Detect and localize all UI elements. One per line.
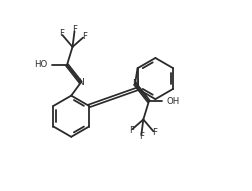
- Text: HO: HO: [34, 61, 47, 70]
- Text: F: F: [128, 125, 133, 134]
- Text: F: F: [58, 29, 64, 38]
- Text: N: N: [131, 79, 138, 88]
- Text: F: F: [151, 128, 156, 137]
- Text: OH: OH: [166, 97, 179, 106]
- Text: F: F: [82, 32, 87, 41]
- Text: F: F: [72, 25, 77, 34]
- Text: F: F: [138, 132, 143, 141]
- Text: N: N: [77, 78, 84, 87]
